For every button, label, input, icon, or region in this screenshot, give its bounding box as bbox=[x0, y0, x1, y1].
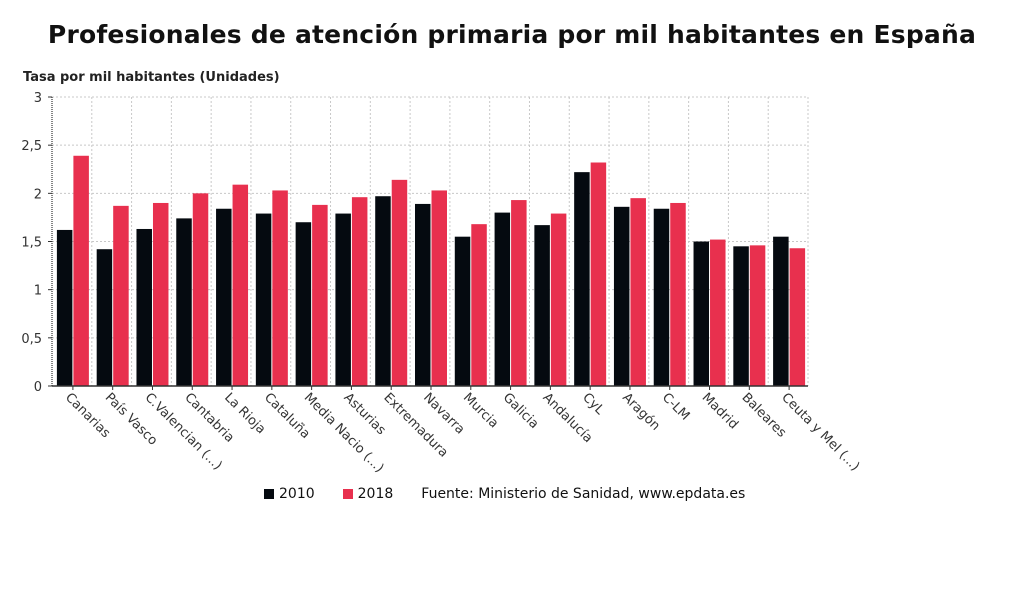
x-tick-label: CyL bbox=[579, 390, 607, 418]
y-axis-label: Tasa por mil habitantes (Unidades) bbox=[23, 70, 280, 85]
source-note: Fuente: Ministerio de Sanidad, www.epdat… bbox=[421, 486, 746, 502]
bar-2010 bbox=[375, 196, 391, 386]
bar-2010 bbox=[255, 213, 272, 386]
y-tick-label: 2,5 bbox=[21, 139, 42, 154]
bar-2010 bbox=[653, 208, 670, 386]
bar-2010 bbox=[176, 218, 192, 386]
legend-swatch-2010 bbox=[264, 489, 274, 499]
bar-2010 bbox=[613, 206, 630, 386]
bar-2010 bbox=[136, 228, 152, 386]
x-tick-label: Aragón bbox=[619, 390, 663, 434]
bar-2018 bbox=[749, 245, 766, 386]
bar-2018 bbox=[630, 198, 646, 386]
bar-2018 bbox=[232, 184, 249, 386]
bar-2010 bbox=[574, 172, 590, 386]
bar-2018 bbox=[471, 224, 487, 386]
bar-2018 bbox=[192, 193, 209, 386]
bar-2018 bbox=[511, 200, 527, 386]
bars bbox=[56, 155, 806, 386]
chart-title: Profesionales de atención primaria por m… bbox=[47, 20, 977, 49]
x-tick-label: Madrid bbox=[699, 390, 741, 432]
bar-2018 bbox=[73, 155, 89, 386]
legend-label-2010: 2010 bbox=[279, 486, 315, 502]
y-tick-labels: 0 0,5 1 1,5 2 2,5 3 bbox=[21, 91, 42, 395]
bar-2018 bbox=[272, 190, 288, 386]
bar-2018 bbox=[113, 205, 129, 386]
bar-2010 bbox=[335, 213, 351, 386]
y-tick-label: 1 bbox=[34, 284, 42, 299]
x-tick-label: C-LM bbox=[659, 390, 692, 423]
bar-2010 bbox=[56, 229, 73, 386]
y-tick-label: 0,5 bbox=[21, 332, 42, 347]
bar-2018 bbox=[550, 213, 567, 386]
legend-item-2018: 2018 bbox=[342, 486, 394, 502]
bar-2018 bbox=[710, 239, 726, 386]
bar-2010 bbox=[454, 236, 471, 386]
bar-2018 bbox=[391, 179, 408, 386]
bar-2018 bbox=[431, 190, 447, 386]
bar-2010 bbox=[693, 241, 710, 386]
bar-2018 bbox=[351, 197, 368, 386]
bar-2010 bbox=[295, 222, 312, 386]
bar-2010 bbox=[773, 236, 789, 386]
x-tick-label: Galicia bbox=[500, 390, 542, 432]
bar-2018 bbox=[789, 248, 806, 386]
bar-2010 bbox=[216, 208, 232, 386]
bar-2010 bbox=[415, 203, 431, 386]
legend-swatch-2018 bbox=[342, 489, 353, 499]
bar-2018 bbox=[152, 202, 169, 386]
bar-2018 bbox=[670, 202, 686, 386]
legend-item-2010: 2010 bbox=[264, 486, 315, 502]
bar-2018 bbox=[590, 162, 607, 386]
y-tick-label: 3 bbox=[34, 91, 42, 106]
bar-2018 bbox=[312, 204, 328, 386]
x-tick-label: Ceuta y Mel (...) bbox=[778, 390, 862, 474]
legend-label-2018: 2018 bbox=[357, 486, 394, 502]
y-tick-label: 0 bbox=[34, 380, 42, 395]
bar-2010 bbox=[494, 212, 511, 386]
legend: 2010 2018 Fuente: Ministerio de Sanidad,… bbox=[264, 486, 745, 502]
y-tick-label: 1,5 bbox=[21, 236, 42, 251]
bar-2010 bbox=[733, 246, 749, 386]
y-tick-label: 2 bbox=[34, 187, 42, 202]
axes bbox=[48, 96, 808, 390]
bar-2010 bbox=[534, 225, 550, 386]
bar-2010 bbox=[96, 249, 113, 386]
